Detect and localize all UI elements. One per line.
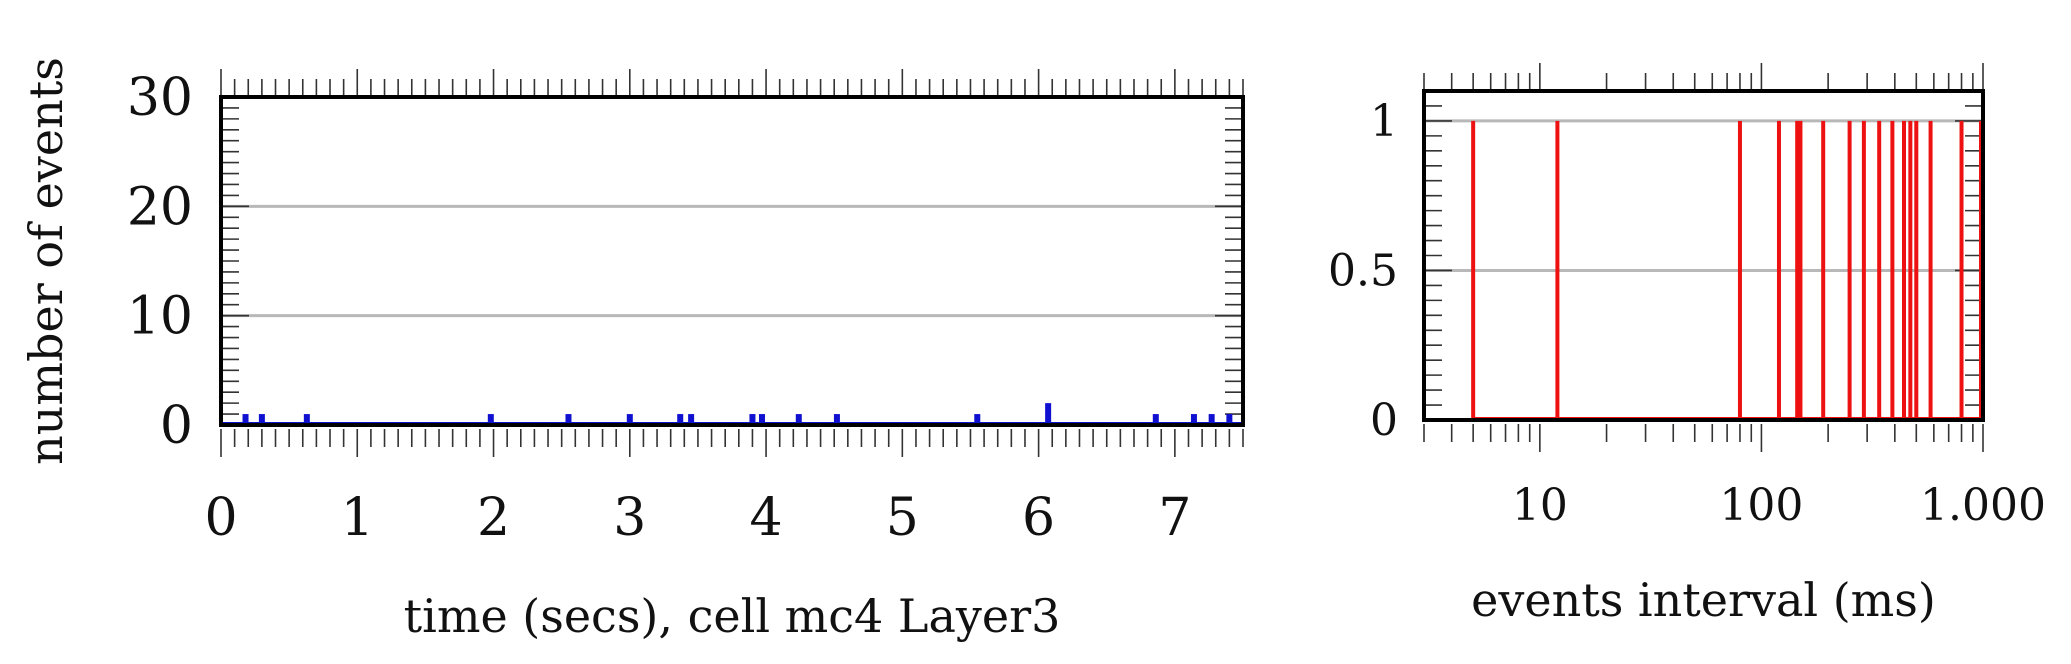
left-bar: [1226, 414, 1233, 425]
right-gridlines: [1424, 119, 1983, 272]
left-x-tick-label: 1: [341, 488, 374, 548]
left-bar: [565, 414, 572, 425]
right-bars: [1471, 120, 1983, 420]
right-x-tick-labels: 10 100 1.000: [1512, 480, 2046, 531]
left-bar: [974, 414, 981, 425]
right-bar: [1555, 120, 1560, 420]
left-x-tick-label: 6: [1022, 488, 1055, 548]
left-y-tick-labels: 0 10 20 30: [127, 68, 193, 456]
right-y-tick-label: 0.5: [1328, 245, 1398, 296]
left-bar: [1208, 414, 1215, 425]
right-bar: [1928, 120, 1933, 420]
right-bar: [1737, 120, 1742, 420]
right-bar: [1908, 120, 1913, 420]
left-y-tick-label: 30: [127, 68, 193, 128]
interval-histogram-chart: 10 100 1.000 00.51 events interval (ms): [1328, 63, 2046, 627]
left-bar: [487, 414, 494, 425]
right-bar: [1776, 120, 1781, 420]
right-y-tick-labels: 00.51: [1328, 96, 1398, 446]
right-y-tick-label: 1: [1370, 96, 1398, 147]
right-bar: [1847, 120, 1852, 420]
right-bar: [1821, 120, 1826, 420]
left-bar: [688, 414, 695, 425]
left-bar: [1190, 414, 1197, 425]
left-bar: [1045, 403, 1052, 425]
right-bar: [1890, 120, 1895, 420]
left-x-axis-title: time (secs), cell mc4 Layer3: [404, 589, 1061, 643]
left-bars: [242, 403, 1233, 425]
left-bar: [303, 414, 310, 425]
left-x-tick-label: 3: [613, 488, 646, 548]
right-bar: [1901, 120, 1906, 420]
left-x-tick-label: 2: [477, 488, 510, 548]
right-x-tick-label: 100: [1719, 480, 1803, 531]
right-bar: [1877, 120, 1882, 420]
right-bar: [1798, 120, 1803, 420]
left-bar: [749, 414, 756, 425]
right-x-axis-title: events interval (ms): [1471, 573, 1936, 627]
left-x-tick-labels: 0 1 2 3 4 5 6 7: [204, 488, 1191, 548]
event-count-chart: 0 1 2 3 4 5 6 7 0 10 20 30 time (secs), cell mc4 L…: [19, 57, 1245, 643]
left-x-tick-label: 7: [1158, 488, 1191, 548]
left-x-tick-label: 4: [750, 488, 783, 548]
left-bar: [242, 414, 249, 425]
right-bar: [1471, 120, 1476, 420]
right-bar: [1861, 120, 1866, 420]
left-y-tick-label: 0: [160, 396, 193, 456]
right-x-tick-label: 1.000: [1920, 480, 2046, 531]
left-bar: [795, 414, 802, 425]
right-bar: [1795, 120, 1800, 420]
left-bar: [677, 414, 684, 425]
right-x-tick-label: 10: [1512, 480, 1568, 531]
left-bar: [626, 414, 633, 425]
left-bar: [758, 414, 765, 425]
right-plot-frame: [1422, 89, 1985, 422]
left-gridlines: [221, 204, 1243, 318]
left-bar: [1152, 414, 1159, 425]
left-y-axis-title: number of events: [19, 57, 73, 465]
left-minor-ticks: [220, 69, 1244, 457]
left-plot-frame: [219, 95, 1245, 427]
left-bar: [833, 414, 840, 425]
left-x-tick-label: 5: [886, 488, 919, 548]
left-x-tick-label: 0: [204, 488, 237, 548]
left-y-tick-label: 10: [127, 287, 193, 347]
right-bar: [1959, 120, 1964, 420]
left-bar: [258, 414, 265, 425]
left-y-tick-label: 20: [127, 177, 193, 237]
right-y-tick-label: 0: [1370, 395, 1398, 446]
right-bar: [1914, 120, 1919, 420]
